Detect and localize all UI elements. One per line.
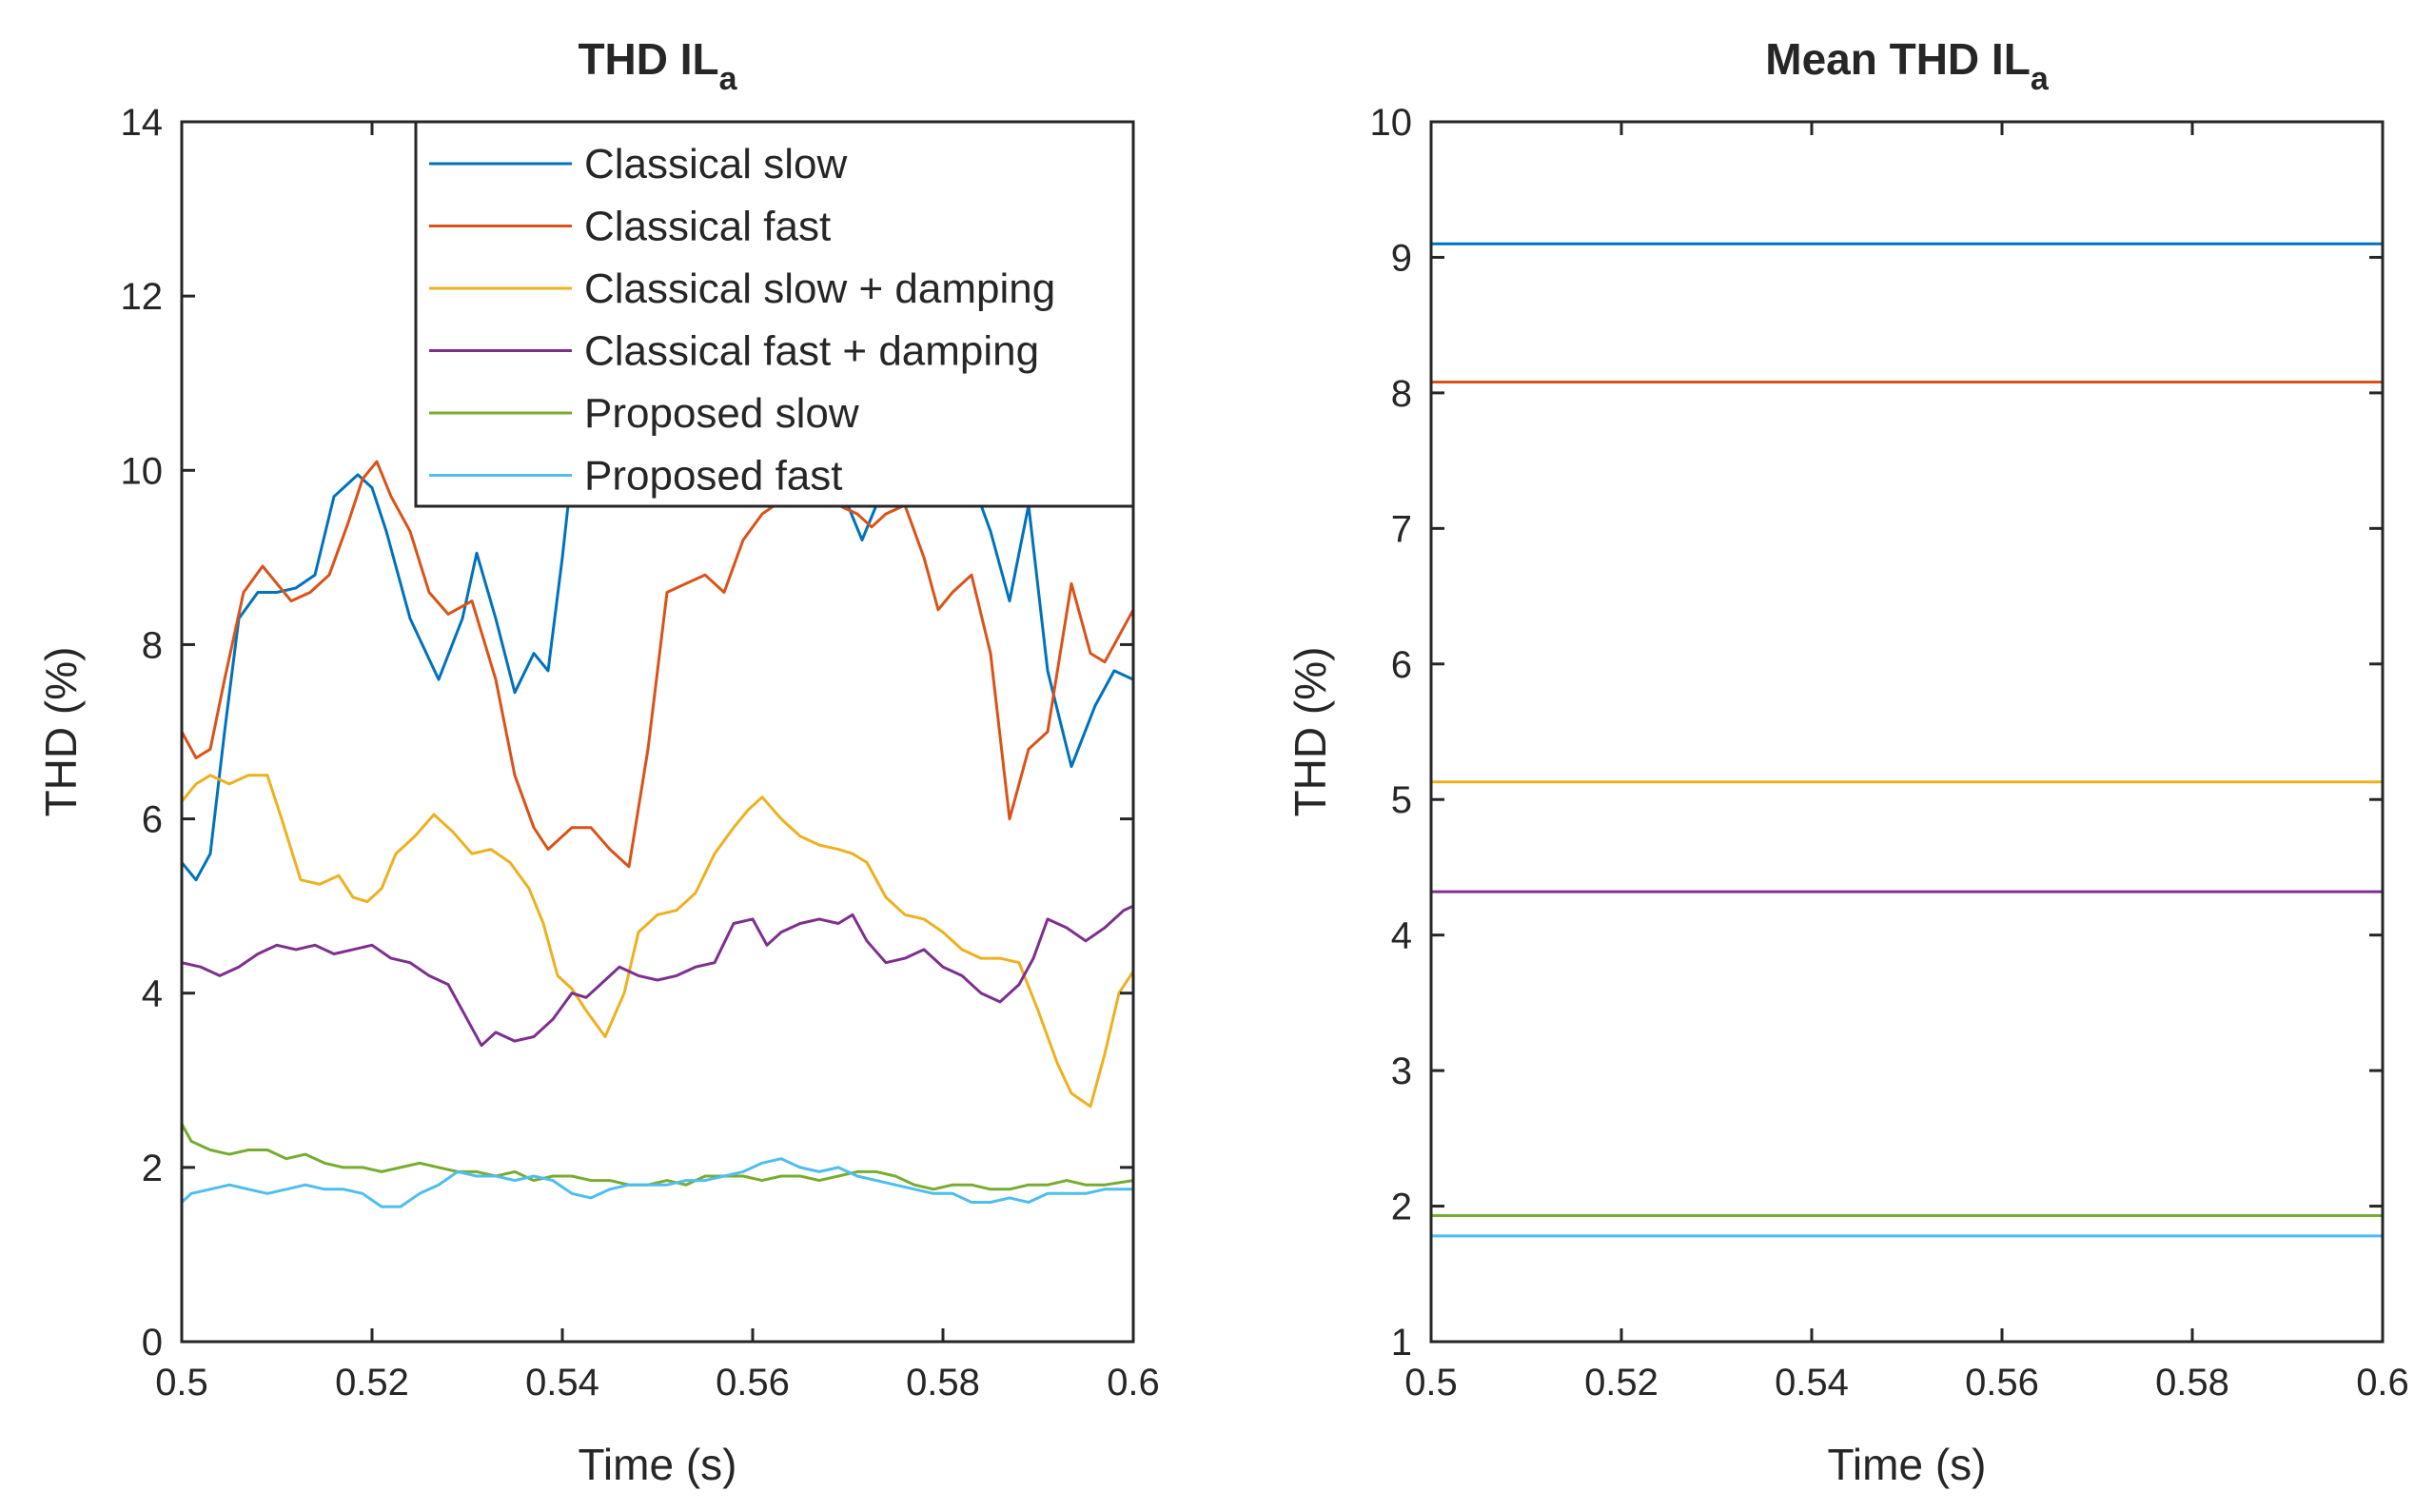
- thd-chart: THD ILa 0.5 0.52 0.54 0.56 0.58 0.6 0 2 4 6 8 10 12…: [36, 34, 1160, 1489]
- legend-box: [414, 120, 1135, 508]
- x-tick-label: 0.52: [335, 1362, 409, 1404]
- y-tick-label: 4: [142, 973, 163, 1015]
- series-line-proposed-fast: [182, 1157, 1133, 1208]
- legend-item-classical-fast: Classical fast: [429, 204, 831, 250]
- y-tick-label: 2: [1391, 1187, 1412, 1228]
- y-tick-label: 2: [142, 1148, 163, 1189]
- x-axis-ticks: 0.5 0.52 0.54 0.56 0.58 0.6: [1404, 122, 2409, 1404]
- x-axis-label: Time (s): [1828, 1440, 1987, 1489]
- y-tick-label: 8: [1391, 373, 1412, 415]
- y-tick-label: 9: [1391, 237, 1412, 279]
- x-tick-label: 0.56: [1965, 1362, 2039, 1404]
- y-tick-label: 3: [1391, 1051, 1412, 1092]
- chart-title: Mean THD ILa: [1765, 34, 2050, 97]
- y-tick-label: 0: [142, 1322, 163, 1364]
- x-tick-label: 0.5: [1404, 1362, 1458, 1404]
- plot-frame: [1429, 120, 2385, 1344]
- y-axis-ticks: 1 2 3 4 5 6 7 8 9 10: [1370, 102, 2383, 1364]
- legend-item-proposed-fast: Proposed fast: [429, 453, 843, 500]
- legend-label: Classical fast: [584, 204, 831, 250]
- chart-title-subscript: a: [719, 61, 738, 97]
- legend-label: Classical slow: [584, 141, 848, 187]
- y-tick-label: 12: [121, 276, 164, 318]
- series-line-classical-fast: [182, 460, 1133, 869]
- x-tick-label: 0.5: [155, 1362, 208, 1404]
- legend-item-classical-slow: Classical slow: [429, 141, 848, 187]
- legend-item-classical-slow-damping: Classical slow + damping: [429, 265, 1055, 312]
- y-axis-label: THD (%): [36, 647, 86, 817]
- legend: Classical slow Classical fast Classical sl…: [414, 120, 1135, 508]
- y-axis-ticks: 0 2 4 6 8 10 12 14: [121, 102, 1133, 1364]
- series-line-classical-slow-damping: [182, 774, 1133, 1109]
- legend-item-classical-fast-damping: Classical fast + damping: [429, 328, 1039, 375]
- x-tick-label: 0.52: [1584, 1362, 1659, 1404]
- legend-label: Proposed slow: [584, 390, 859, 437]
- series-lines: [1431, 242, 2383, 1238]
- legend-label: Proposed fast: [584, 453, 843, 500]
- chart-title-main: Mean THD IL: [1765, 34, 2031, 84]
- x-axis-label: Time (s): [579, 1440, 737, 1489]
- x-tick-label: 0.58: [2155, 1362, 2229, 1404]
- y-tick-label: 6: [142, 799, 163, 841]
- y-axis-label: THD (%): [1286, 647, 1335, 817]
- chart-title-subscript: a: [2031, 61, 2050, 97]
- legend-label: Classical fast + damping: [584, 328, 1039, 375]
- y-tick-label: 4: [1391, 915, 1412, 957]
- mean-thd-chart: Mean THD ILa 0.5 0.52 0.54 0.56 0.58 0.6 1 2 3 4…: [1286, 34, 2409, 1489]
- y-tick-label: 8: [142, 624, 163, 666]
- y-tick-label: 6: [1391, 644, 1412, 686]
- y-tick-label: 14: [121, 102, 164, 144]
- x-tick-label: 0.54: [525, 1362, 599, 1404]
- y-tick-label: 7: [1391, 508, 1412, 550]
- x-axis-ticks: 0.5 0.52 0.54 0.56 0.58 0.6: [155, 122, 1160, 1404]
- y-tick-label: 10: [121, 450, 164, 492]
- y-tick-label: 1: [1391, 1322, 1412, 1364]
- x-tick-label: 0.58: [906, 1362, 980, 1404]
- x-tick-label: 0.6: [1107, 1362, 1160, 1404]
- y-tick-label: 10: [1370, 102, 1413, 144]
- x-tick-label: 0.54: [1775, 1362, 1849, 1404]
- x-tick-label: 0.6: [2356, 1362, 2409, 1404]
- chart-title: THD ILa: [578, 34, 737, 97]
- chart-title-main: THD IL: [578, 34, 718, 84]
- legend-item-proposed-slow: Proposed slow: [429, 390, 859, 437]
- legend-label: Classical slow + damping: [584, 265, 1055, 312]
- legend-items: Classical slow Classical fast Classical sl…: [429, 141, 1055, 500]
- series-line-classical-fast-damping: [182, 904, 1133, 1048]
- y-tick-label: 5: [1391, 779, 1412, 821]
- x-tick-label: 0.56: [716, 1362, 790, 1404]
